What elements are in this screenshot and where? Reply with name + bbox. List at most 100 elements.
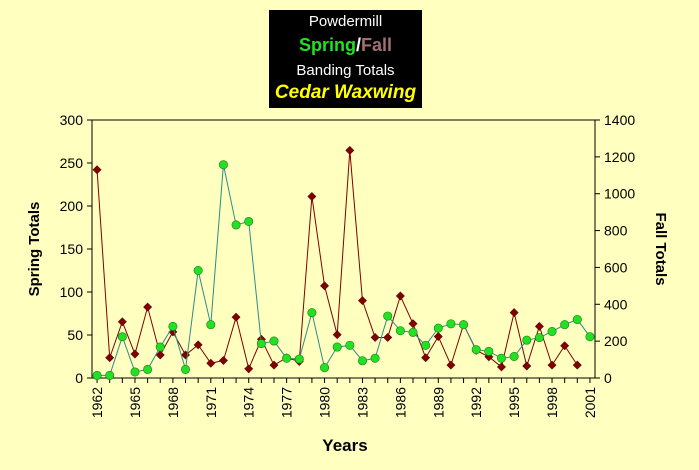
title-fall: Fall bbox=[361, 35, 393, 55]
spring-point bbox=[92, 370, 102, 380]
fall-point bbox=[155, 350, 165, 360]
spring-point bbox=[484, 346, 494, 356]
fall-point bbox=[269, 360, 279, 370]
spring-point bbox=[320, 363, 330, 373]
title-season: Spring/Fall bbox=[269, 35, 422, 56]
fall-point bbox=[395, 291, 405, 301]
spring-point bbox=[282, 353, 292, 363]
spring-point bbox=[522, 335, 532, 345]
left-tick-label: 50 bbox=[67, 327, 83, 343]
fall-point bbox=[92, 165, 102, 175]
left-tick-label: 100 bbox=[60, 284, 84, 300]
left-tick-label: 250 bbox=[60, 155, 84, 171]
x-axis: 1962 1965 1968 1971 1974 1977 1980 1983 1986 1989… bbox=[89, 378, 598, 418]
spring-point bbox=[143, 364, 153, 374]
left-tick-label: 200 bbox=[60, 198, 84, 214]
spring-point bbox=[408, 327, 418, 337]
right-axis: 0 200 400 600 800 1000 1200 1400 bbox=[595, 112, 635, 386]
spring-point bbox=[345, 340, 355, 350]
fall-point bbox=[130, 349, 140, 359]
fall-point bbox=[534, 321, 544, 331]
spring-point bbox=[357, 356, 367, 366]
spring-point bbox=[459, 320, 469, 330]
fall-point bbox=[244, 364, 254, 374]
fall-point bbox=[560, 341, 570, 351]
x-tick-label: 1983 bbox=[354, 387, 370, 418]
right-axis-title: Fall Totals bbox=[652, 212, 669, 285]
spring-point bbox=[496, 353, 506, 363]
spring-point bbox=[168, 321, 178, 331]
right-tick-label: 1400 bbox=[604, 112, 635, 128]
fall-point bbox=[319, 281, 330, 291]
x-tick-label: 1977 bbox=[279, 387, 295, 418]
spring-point bbox=[446, 319, 456, 329]
spring-point bbox=[534, 333, 544, 343]
spring-point bbox=[572, 315, 582, 325]
left-axis-title: Spring Totals bbox=[26, 202, 43, 297]
spring-point bbox=[383, 311, 393, 321]
spring-point bbox=[509, 351, 519, 361]
fall-point bbox=[421, 353, 431, 363]
fall-point bbox=[332, 330, 342, 340]
fall-point bbox=[522, 361, 532, 371]
fall-point bbox=[231, 312, 241, 322]
spring-point bbox=[117, 332, 127, 342]
spring-point bbox=[395, 326, 405, 336]
x-tick-label: 1962 bbox=[89, 387, 105, 418]
fall-point bbox=[117, 317, 127, 327]
x-tick-label: 1974 bbox=[241, 387, 257, 418]
fall-point bbox=[143, 302, 153, 312]
fall-point bbox=[357, 296, 368, 306]
x-tick-label: 1998 bbox=[544, 387, 560, 418]
spring-point bbox=[218, 160, 228, 170]
title-species: Cedar Waxwing bbox=[274, 82, 417, 103]
spring-point bbox=[307, 308, 317, 318]
spring-point bbox=[547, 327, 557, 337]
spring-point bbox=[433, 323, 443, 333]
left-axis: 0 50 100 150 200 250 300 bbox=[60, 112, 92, 386]
fall-point bbox=[218, 355, 228, 366]
left-tick-label: 300 bbox=[60, 112, 84, 128]
spring-point bbox=[294, 354, 304, 364]
title-spring: Spring bbox=[298, 35, 356, 55]
x-axis-title: Years bbox=[322, 436, 367, 455]
right-tick-label: 0 bbox=[604, 370, 612, 386]
fall-point bbox=[180, 350, 191, 360]
left-tick-label: 0 bbox=[75, 370, 83, 386]
x-tick-label: 1968 bbox=[165, 387, 181, 418]
x-tick-label: 2001 bbox=[582, 387, 598, 418]
fall-point bbox=[105, 353, 115, 363]
spring-point bbox=[155, 342, 165, 352]
x-tick-label: 1986 bbox=[392, 387, 408, 418]
spring-point bbox=[256, 339, 266, 349]
fall-point bbox=[433, 331, 443, 342]
spring-point bbox=[193, 265, 203, 275]
fall-point bbox=[572, 360, 582, 370]
spring-point bbox=[231, 220, 241, 230]
right-tick-label: 1000 bbox=[604, 186, 635, 202]
right-tick-label: 800 bbox=[604, 223, 628, 239]
fall-point bbox=[408, 319, 418, 329]
spring-point bbox=[244, 216, 254, 226]
fall-point bbox=[509, 308, 519, 318]
title-site: Powdermill bbox=[308, 13, 383, 30]
fall-point bbox=[370, 332, 380, 343]
right-tick-label: 600 bbox=[604, 259, 628, 275]
fall-point bbox=[345, 145, 355, 155]
fall-point bbox=[206, 358, 216, 368]
spring-point bbox=[560, 320, 570, 330]
title-separator: / bbox=[355, 35, 361, 55]
fall-point bbox=[496, 362, 507, 372]
fall-point bbox=[307, 191, 317, 202]
fall-point bbox=[383, 332, 393, 343]
spring-point bbox=[585, 332, 595, 342]
fall-point bbox=[446, 360, 456, 370]
fall-point bbox=[547, 360, 557, 370]
spring-point bbox=[206, 320, 216, 330]
spring-point bbox=[130, 367, 140, 377]
x-tick-label: 1965 bbox=[127, 387, 143, 418]
spring-point bbox=[105, 370, 115, 380]
title-subtitle: Banding Totals bbox=[296, 62, 395, 79]
x-tick-label: 1992 bbox=[468, 387, 484, 418]
